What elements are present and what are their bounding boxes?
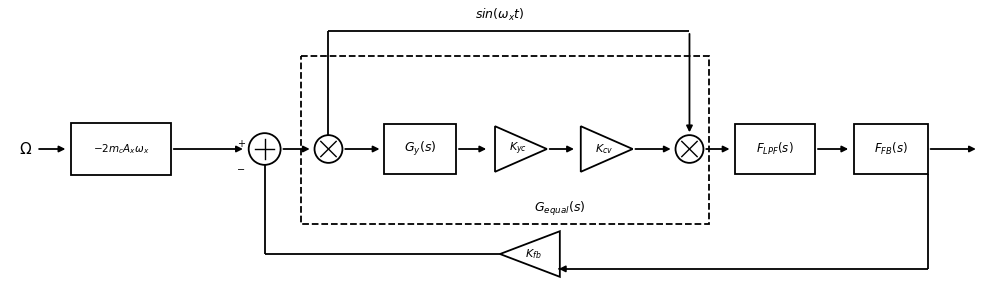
Text: $K_{yc}$: $K_{yc}$ bbox=[509, 141, 527, 157]
Text: $K_{fb}$: $K_{fb}$ bbox=[525, 247, 541, 261]
Text: $-2m_cA_x\omega_x$: $-2m_cA_x\omega_x$ bbox=[93, 142, 149, 156]
Text: $-$: $-$ bbox=[236, 163, 245, 173]
Text: $\Omega$: $\Omega$ bbox=[19, 141, 32, 157]
Bar bbox=[71, 123, 171, 175]
Text: $K_{cv}$: $K_{cv}$ bbox=[595, 142, 613, 156]
Text: $F_{FB}(s)$: $F_{FB}(s)$ bbox=[874, 141, 908, 157]
Text: $F_{LPF}(s)$: $F_{LPF}(s)$ bbox=[756, 141, 794, 157]
Text: $G_{equal}(s)$: $G_{equal}(s)$ bbox=[534, 200, 586, 219]
Bar bbox=[301, 56, 709, 224]
Text: $sin(\omega_x t)$: $sin(\omega_x t)$ bbox=[475, 7, 525, 23]
Bar bbox=[735, 124, 815, 174]
Bar bbox=[384, 124, 456, 174]
Text: $G_y(s)$: $G_y(s)$ bbox=[404, 140, 436, 158]
Bar bbox=[854, 124, 928, 174]
Text: +: + bbox=[237, 139, 245, 149]
